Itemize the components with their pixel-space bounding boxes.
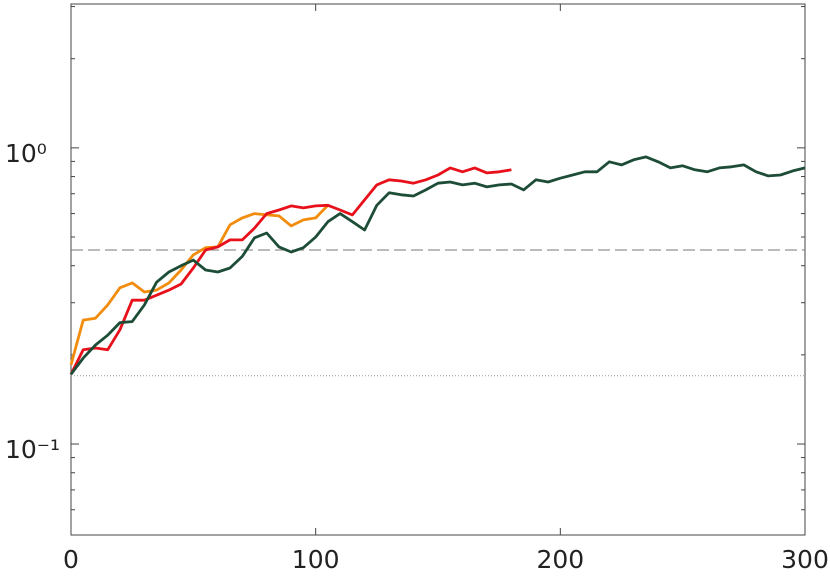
x-tick-label: 0 — [63, 545, 79, 574]
plot-frame — [70, 3, 806, 536]
x-tick-label: 300 — [781, 545, 829, 574]
series-line — [69, 204, 329, 366]
x-tick-label: 100 — [292, 545, 340, 574]
y-tick-label: 10⁰ — [5, 139, 47, 168]
series-line — [69, 155, 806, 376]
y-tick-label: 10⁻¹ — [5, 435, 60, 464]
x-tick-label: 200 — [536, 545, 584, 574]
series-line — [69, 166, 512, 375]
